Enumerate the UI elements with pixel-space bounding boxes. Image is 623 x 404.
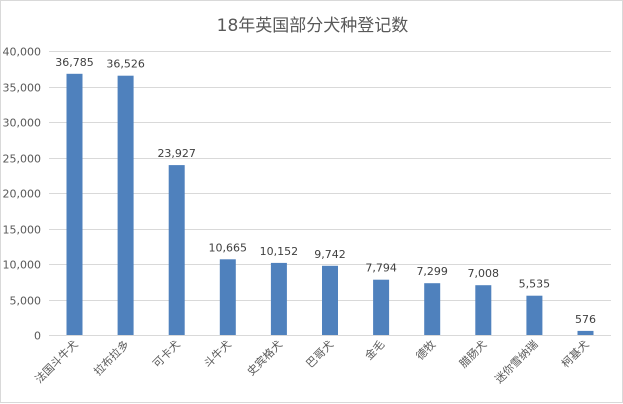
data-label: 36,785 xyxy=(55,56,94,69)
category-label: 拉布拉多 xyxy=(91,337,132,378)
bar xyxy=(475,285,492,335)
y-tick-label: 35,000 xyxy=(3,82,42,95)
data-labels: 36,785 36,526 23,927 10,665 10,152 9,742 7,794… xyxy=(55,56,596,326)
data-label: 10,665 xyxy=(209,241,248,254)
category-label: 巴哥犬 xyxy=(303,337,336,370)
category-label: 可卡犬 xyxy=(150,337,183,370)
bar xyxy=(270,262,287,335)
y-tick-label: 20,000 xyxy=(3,188,42,201)
category-label: 腊肠犬 xyxy=(456,337,489,370)
category-label: 迷你雪纳瑞 xyxy=(492,337,541,386)
data-label: 36,526 xyxy=(106,58,145,71)
data-label: 7,299 xyxy=(416,265,448,278)
y-tick-label: 15,000 xyxy=(3,224,42,237)
bars xyxy=(66,73,594,336)
y-tick-label: 25,000 xyxy=(3,153,42,166)
bar xyxy=(322,265,338,335)
y-tick-label: 30,000 xyxy=(3,117,42,130)
category-label: 德牧 xyxy=(413,337,438,362)
data-label: 10,152 xyxy=(260,245,299,258)
category-label: 金毛 xyxy=(362,337,387,362)
data-label: 23,927 xyxy=(157,147,196,160)
y-tick-label: 40,000 xyxy=(3,46,42,59)
data-label: 7,008 xyxy=(468,267,500,280)
category-label: 法国斗牛犬 xyxy=(32,337,81,386)
bar xyxy=(577,330,594,335)
y-tick-label: 0 xyxy=(34,330,41,343)
bar xyxy=(117,75,134,335)
data-label: 576 xyxy=(575,313,596,326)
category-label: 史宾格犬 xyxy=(244,337,285,378)
bar xyxy=(66,73,83,336)
chart-title: 18年英国部分犬种登记数 xyxy=(216,16,409,36)
data-label: 5,535 xyxy=(519,278,551,291)
y-axis-tick-labels: 0 5,000 10,000 15,000 20,000 25,000 30,000 35,0… xyxy=(3,46,42,343)
bar xyxy=(373,279,390,335)
category-labels: 法国斗牛犬 拉布拉多 可卡犬 斗牛犬 史宾格犬 巴哥犬 金毛 德牧 腊肠犬 迷你雪纳瑞 柯基犬 xyxy=(32,337,592,386)
data-label: 7,794 xyxy=(365,262,397,275)
category-label: 柯基犬 xyxy=(558,337,591,370)
bar xyxy=(526,295,543,335)
bar xyxy=(219,259,236,335)
category-label: 斗牛犬 xyxy=(201,337,234,370)
y-tick-label: 5,000 xyxy=(10,295,42,308)
bar xyxy=(424,283,441,335)
bar xyxy=(168,165,185,335)
data-label: 9,742 xyxy=(314,248,346,261)
y-tick-label: 10,000 xyxy=(3,259,42,272)
